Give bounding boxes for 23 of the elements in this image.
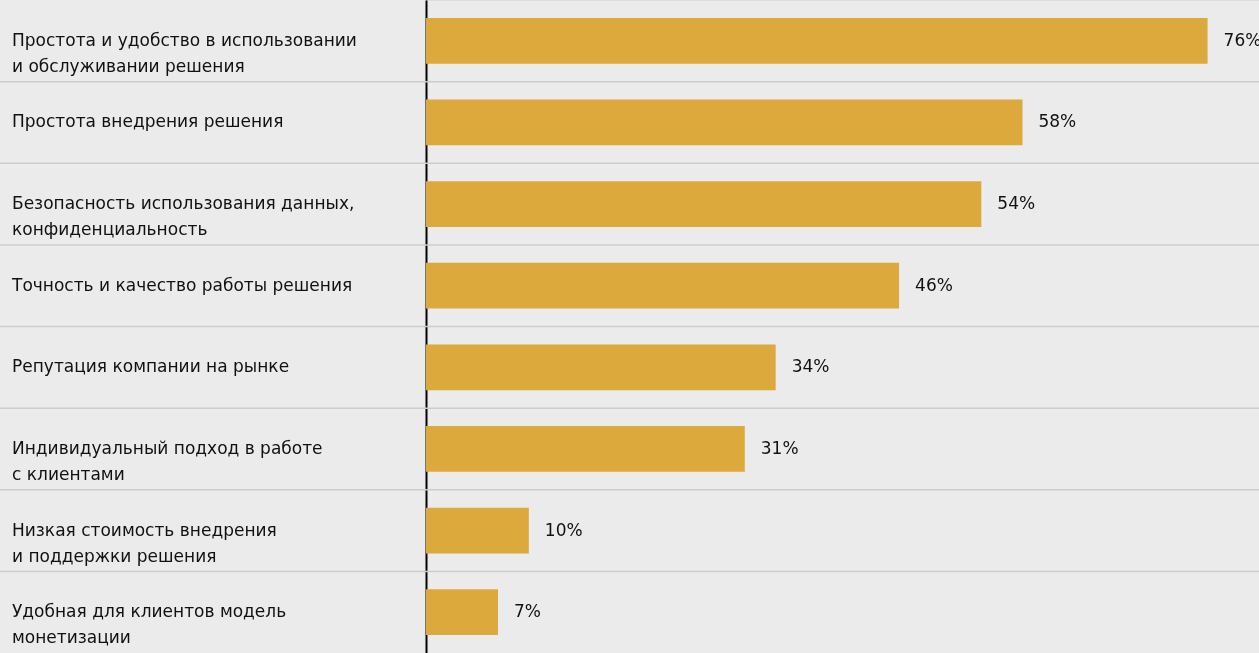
bar [426,262,900,309]
data-label: 54% [997,193,1036,214]
data-label: 58% [1038,111,1077,132]
y-tick-label: Простота и удобство в использовании и обслуживании решения [12,29,357,76]
data-label: 34% [791,356,830,377]
bar [426,344,776,391]
y-tick-label: Индивидуальный подход в работе с клиентами [12,437,323,484]
bar [426,589,498,636]
y-tick-label: Репутация компании на рынке [12,356,290,377]
bar [426,507,529,554]
bar [426,426,745,472]
bar [426,17,1208,64]
y-tick-label: Безопасность использования данных, конфиденциальность [12,193,355,240]
data-label: 31% [760,437,799,458]
y-tick-label: Низкая стоимость внедрения и поддержки решения [12,519,277,566]
bar [426,181,982,227]
data-label: 10% [544,519,583,540]
y-tick-label: Точность и качество работы решения [11,274,353,295]
data-label: 7% [513,601,541,622]
y-tick-label: Удобная для клиентов модель монетизации [12,601,287,648]
y-tick-label: Простота внедрения решения [12,111,284,132]
bar [426,99,1023,146]
data-label: 46% [915,274,953,295]
